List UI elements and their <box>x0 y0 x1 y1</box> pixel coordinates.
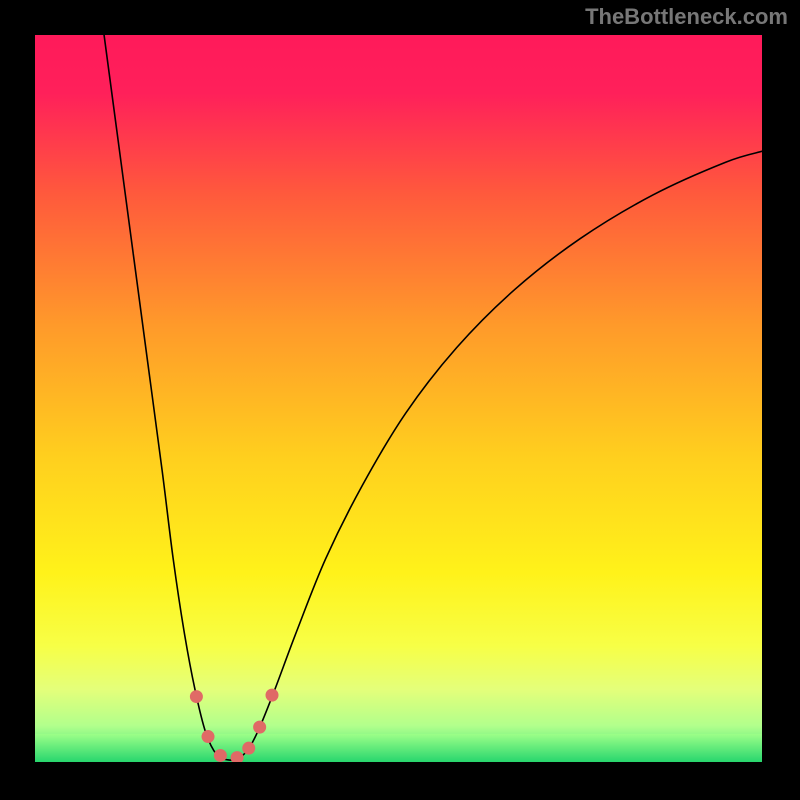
watermark: TheBottleneck.com <box>585 4 788 30</box>
curve-marker <box>243 742 255 754</box>
bottleneck-curve-chart <box>35 35 762 762</box>
curve-marker <box>231 752 243 762</box>
curve-marker <box>266 689 278 701</box>
curve-marker <box>214 749 226 761</box>
curve-marker <box>190 691 202 703</box>
curve-marker <box>254 721 266 733</box>
plot-area <box>35 35 762 762</box>
curve-line <box>104 35 762 760</box>
curve-marker <box>202 731 214 743</box>
